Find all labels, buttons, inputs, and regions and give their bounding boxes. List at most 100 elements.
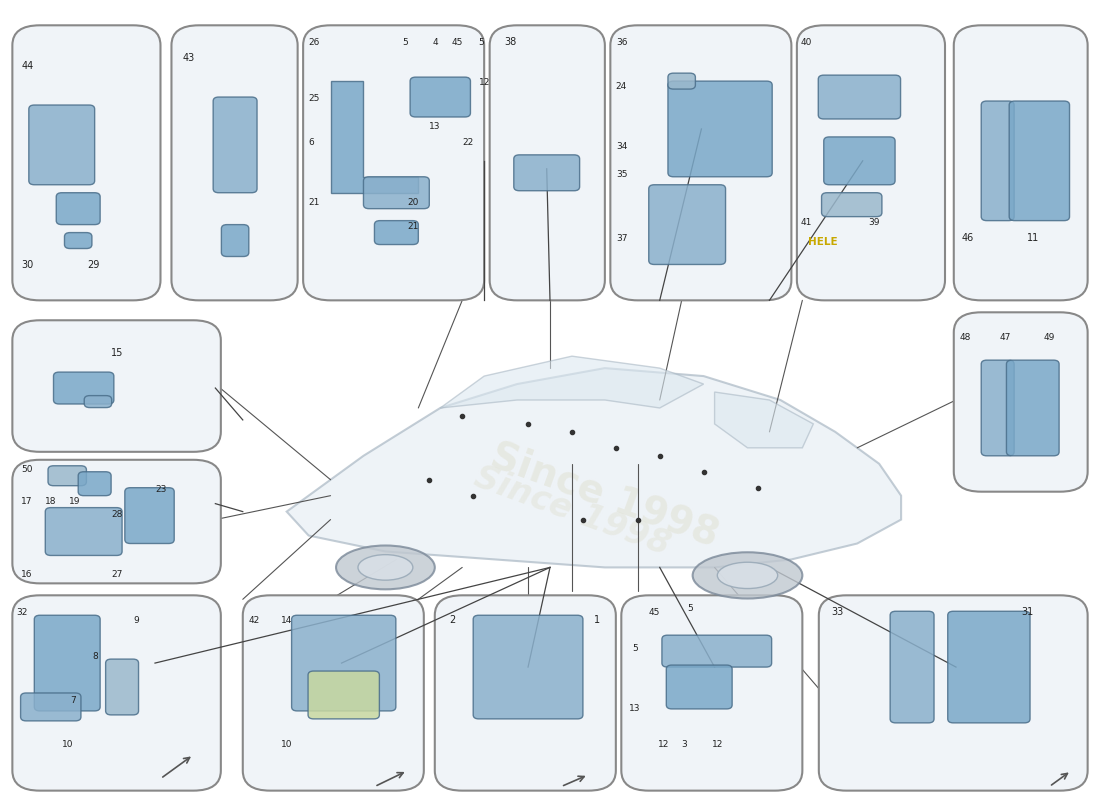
FancyBboxPatch shape [621, 595, 802, 790]
Text: 44: 44 [21, 61, 33, 71]
FancyBboxPatch shape [981, 360, 1014, 456]
Text: 7: 7 [70, 696, 76, 705]
Text: 12: 12 [713, 740, 724, 749]
FancyBboxPatch shape [221, 225, 249, 257]
FancyBboxPatch shape [473, 615, 583, 719]
Text: 12: 12 [478, 78, 491, 87]
Text: 8: 8 [92, 652, 98, 661]
Text: 14: 14 [282, 616, 293, 626]
Text: 26: 26 [309, 38, 320, 47]
Text: 28: 28 [111, 510, 122, 519]
Text: 34: 34 [616, 142, 627, 151]
Text: 21: 21 [309, 198, 320, 206]
FancyBboxPatch shape [948, 611, 1030, 723]
Text: 19: 19 [69, 497, 81, 506]
Text: 45: 45 [451, 38, 463, 47]
Text: 5: 5 [402, 38, 408, 47]
FancyBboxPatch shape [818, 75, 901, 119]
Text: 18: 18 [45, 497, 57, 506]
FancyBboxPatch shape [668, 81, 772, 177]
FancyBboxPatch shape [822, 193, 882, 217]
FancyBboxPatch shape [78, 472, 111, 496]
FancyBboxPatch shape [65, 233, 92, 249]
FancyBboxPatch shape [890, 611, 934, 723]
Text: 46: 46 [961, 233, 974, 242]
Text: 22: 22 [462, 138, 473, 147]
Text: 49: 49 [1044, 334, 1055, 342]
Text: 39: 39 [868, 218, 880, 226]
Text: Since 1998: Since 1998 [470, 461, 674, 562]
FancyBboxPatch shape [824, 137, 895, 185]
Text: 30: 30 [21, 261, 33, 270]
FancyBboxPatch shape [12, 595, 221, 790]
FancyBboxPatch shape [1006, 360, 1059, 456]
Text: 13: 13 [429, 122, 441, 131]
Text: 21: 21 [407, 222, 419, 230]
Ellipse shape [358, 554, 412, 580]
FancyBboxPatch shape [374, 221, 418, 245]
Text: 42: 42 [249, 616, 260, 626]
Text: 25: 25 [309, 94, 320, 103]
FancyBboxPatch shape [243, 595, 424, 790]
FancyBboxPatch shape [514, 155, 580, 190]
FancyBboxPatch shape [796, 26, 945, 300]
Text: 27: 27 [111, 570, 122, 579]
Text: 17: 17 [21, 497, 33, 506]
Text: 12: 12 [658, 740, 669, 749]
FancyBboxPatch shape [12, 320, 221, 452]
Text: 29: 29 [87, 261, 99, 270]
FancyBboxPatch shape [434, 595, 616, 790]
Text: 3: 3 [682, 740, 688, 749]
FancyBboxPatch shape [124, 488, 174, 543]
FancyBboxPatch shape [45, 508, 122, 555]
Text: 23: 23 [155, 485, 166, 494]
FancyBboxPatch shape [308, 671, 380, 719]
FancyBboxPatch shape [981, 101, 1014, 221]
Text: 50: 50 [21, 465, 33, 474]
Text: 47: 47 [1000, 334, 1011, 342]
FancyBboxPatch shape [667, 665, 733, 709]
FancyBboxPatch shape [54, 372, 114, 404]
Text: 41: 41 [800, 218, 812, 226]
Text: Since 1998: Since 1998 [486, 437, 724, 554]
Text: 24: 24 [616, 82, 627, 91]
FancyBboxPatch shape [490, 26, 605, 300]
Text: 5: 5 [478, 38, 484, 47]
FancyBboxPatch shape [172, 26, 298, 300]
Text: 2: 2 [449, 615, 455, 626]
FancyBboxPatch shape [954, 312, 1088, 492]
Polygon shape [440, 356, 704, 408]
Text: 15: 15 [111, 348, 123, 358]
Text: 4: 4 [432, 38, 438, 47]
Text: 1: 1 [594, 615, 600, 626]
FancyBboxPatch shape [410, 77, 471, 117]
Text: 43: 43 [183, 53, 195, 63]
Text: 36: 36 [616, 38, 627, 47]
Ellipse shape [336, 546, 434, 590]
FancyBboxPatch shape [363, 177, 429, 209]
FancyBboxPatch shape [106, 659, 139, 715]
FancyBboxPatch shape [649, 185, 726, 265]
Text: 9: 9 [133, 616, 139, 626]
Text: 13: 13 [629, 704, 640, 713]
FancyBboxPatch shape [34, 615, 100, 711]
FancyBboxPatch shape [662, 635, 771, 667]
Text: 6: 6 [309, 138, 315, 147]
Text: 48: 48 [959, 334, 970, 342]
Text: 45: 45 [649, 608, 660, 618]
Text: 5: 5 [688, 604, 693, 614]
Text: 38: 38 [504, 38, 516, 47]
Text: 11: 11 [1027, 233, 1040, 242]
Ellipse shape [693, 552, 802, 598]
Text: 5: 5 [632, 644, 638, 653]
Text: 10: 10 [282, 740, 293, 749]
Text: 40: 40 [800, 38, 812, 47]
Text: 20: 20 [407, 198, 419, 206]
FancyBboxPatch shape [56, 193, 100, 225]
Text: HELE: HELE [807, 237, 837, 246]
FancyBboxPatch shape [29, 105, 95, 185]
FancyBboxPatch shape [213, 97, 257, 193]
Ellipse shape [717, 562, 778, 589]
Text: 32: 32 [16, 608, 29, 618]
FancyBboxPatch shape [610, 26, 791, 300]
